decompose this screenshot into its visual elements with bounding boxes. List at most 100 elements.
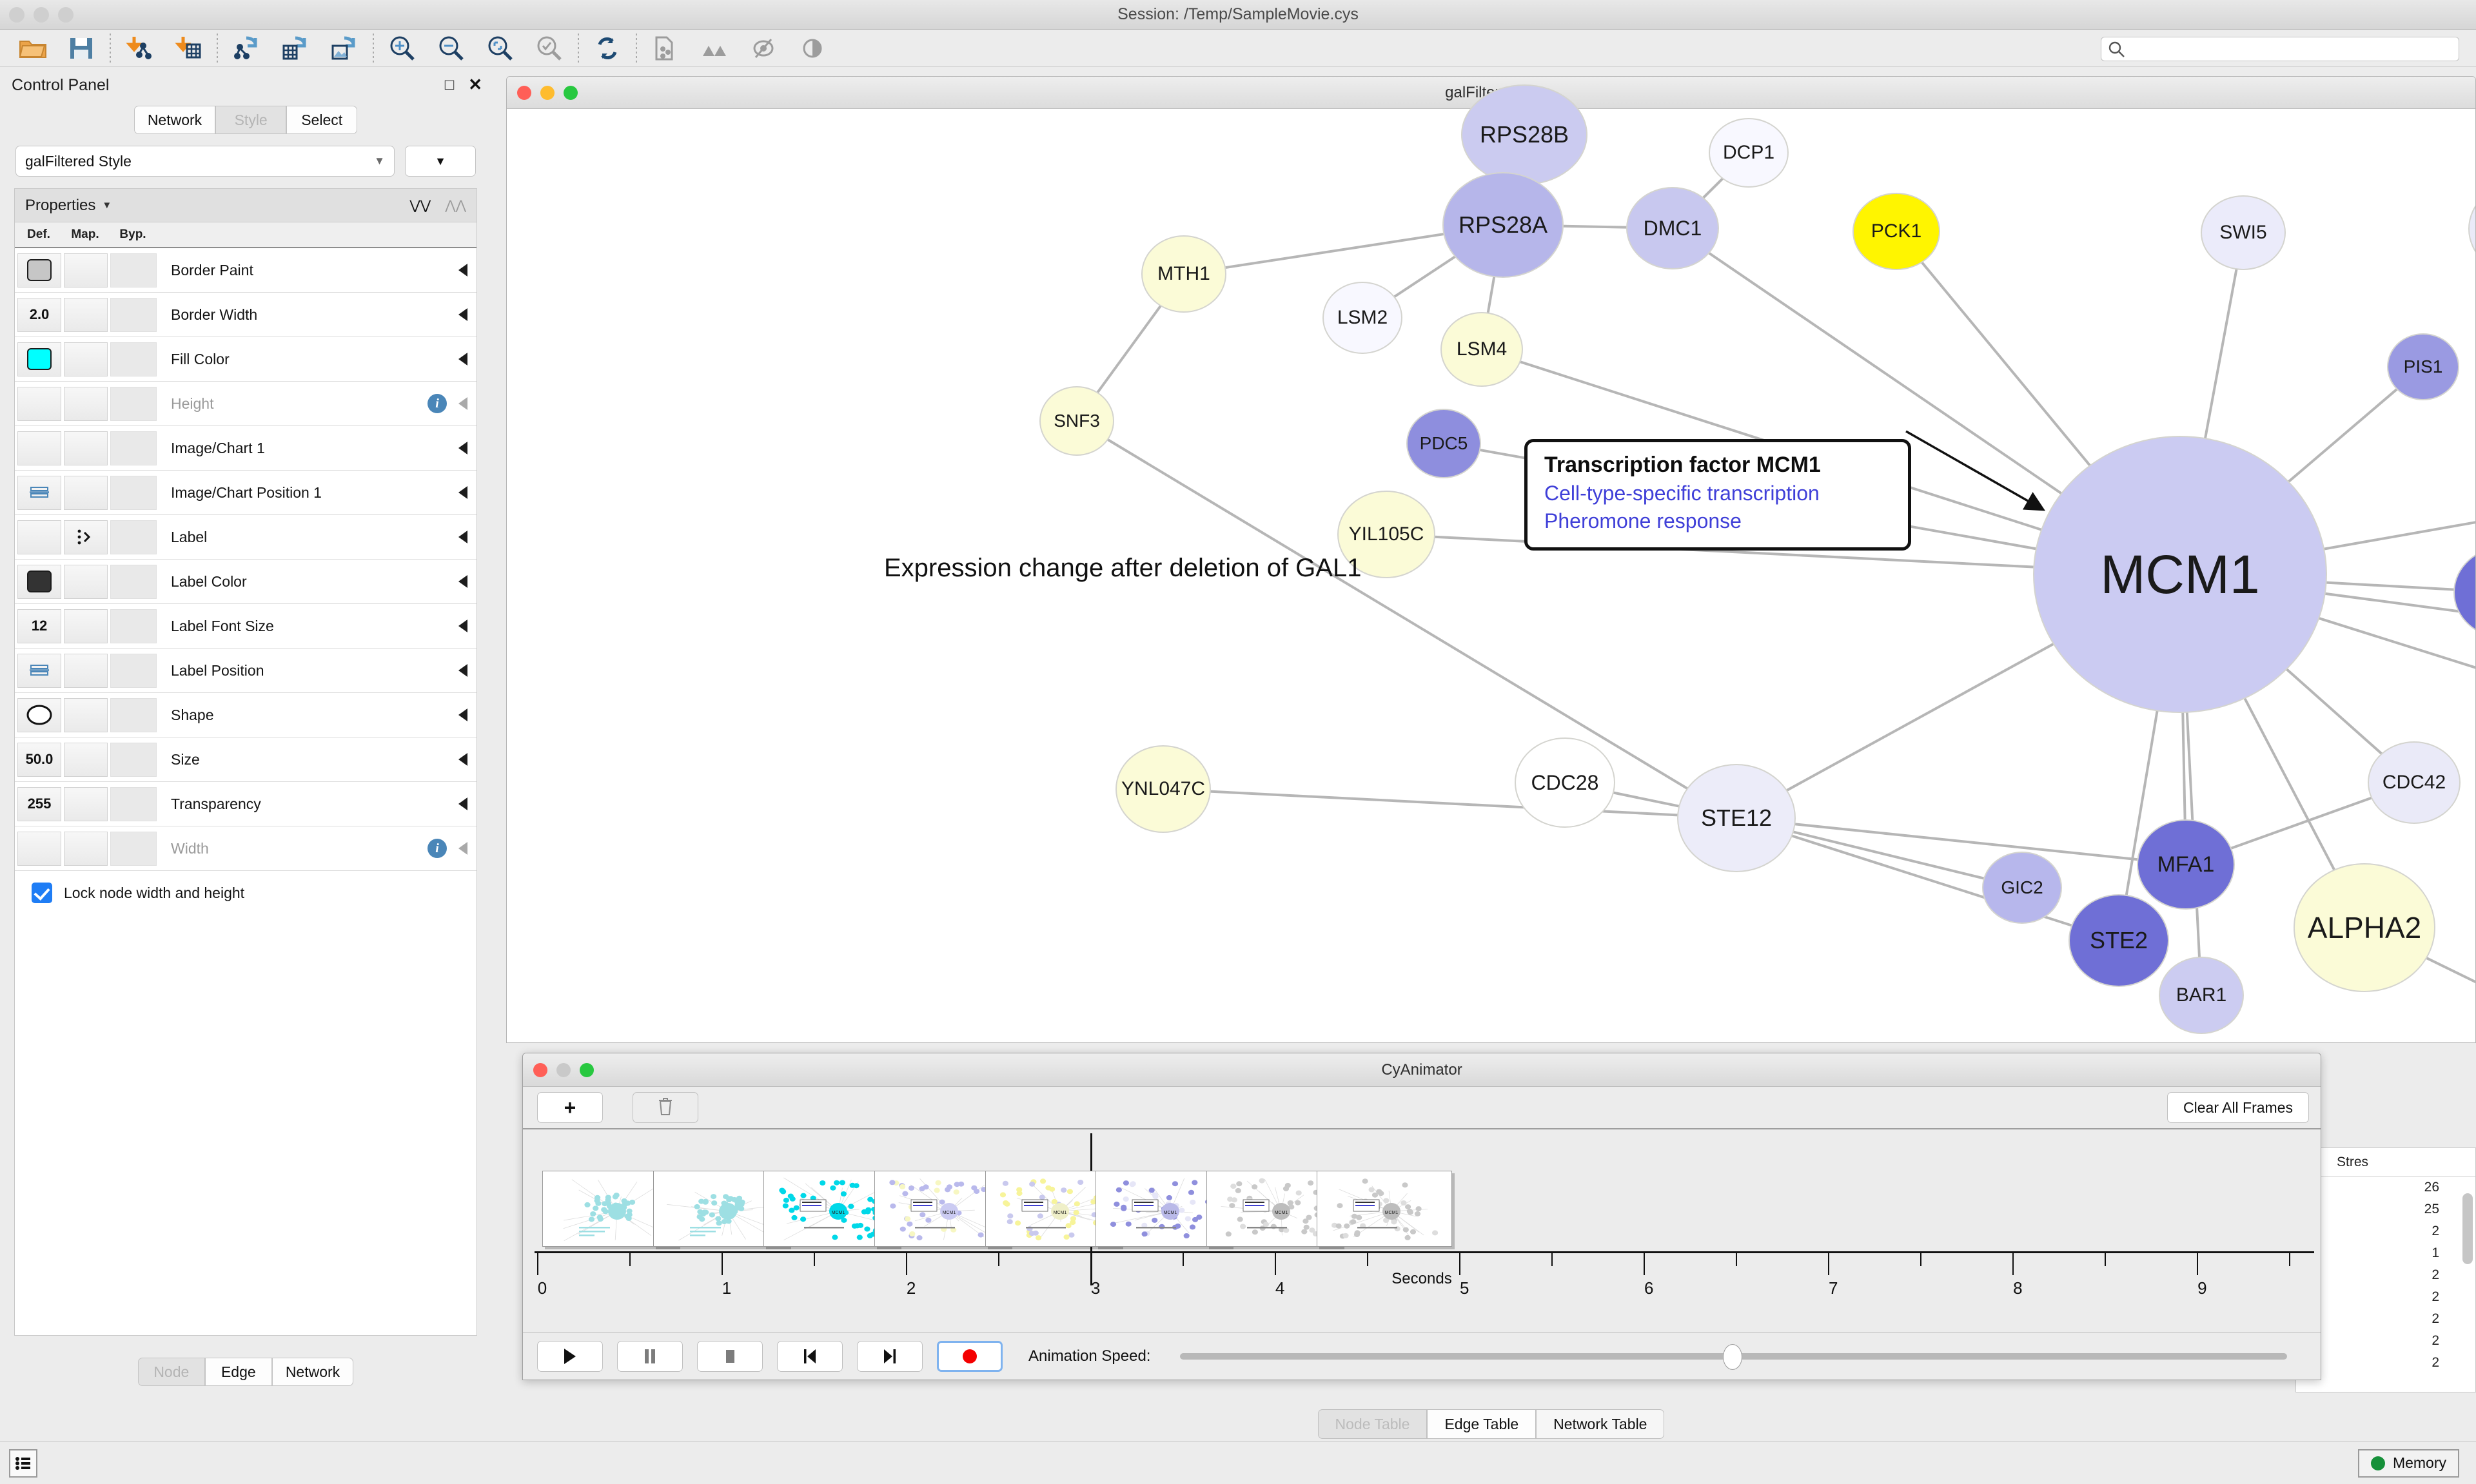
- property-default-cell[interactable]: [17, 564, 61, 599]
- cyanimator-timeline[interactable]: Seconds 0 1 2 3 4 5 6 7 8 9 MCM1 MCM1 MCM1 MCM1 MCM1 MC…: [523, 1129, 2321, 1303]
- cyanimator-close-dot[interactable]: [533, 1062, 547, 1077]
- import-network-icon[interactable]: [115, 30, 164, 66]
- property-default-cell[interactable]: 12: [17, 609, 61, 643]
- network-node[interactable]: MTH1: [1141, 235, 1226, 313]
- network-node[interactable]: RPS28A: [1442, 172, 1564, 278]
- expand-property-arrow[interactable]: [458, 353, 467, 366]
- expand-property-arrow[interactable]: [458, 620, 467, 632]
- tab-style[interactable]: Style: [215, 106, 287, 134]
- property-row[interactable]: 2.0 Border Width: [15, 293, 477, 337]
- network-minimize-dot[interactable]: [540, 85, 555, 100]
- color-swatch[interactable]: [27, 348, 52, 370]
- tab-network-table[interactable]: Network Table: [1536, 1409, 1665, 1439]
- show-all-icon[interactable]: [739, 30, 788, 66]
- export-table-icon[interactable]: [271, 30, 320, 66]
- network-node[interactable]: GIC2: [1982, 852, 2062, 924]
- expand-property-arrow[interactable]: [458, 442, 467, 454]
- network-node[interactable]: CDC28: [1515, 737, 1615, 828]
- property-mapping-cell[interactable]: [64, 431, 108, 465]
- info-icon[interactable]: i: [427, 839, 447, 858]
- property-mapping-cell[interactable]: [64, 297, 108, 332]
- last-frame-button[interactable]: [857, 1340, 923, 1372]
- network-edge[interactable]: [1736, 817, 2119, 942]
- property-default-cell[interactable]: [17, 342, 61, 376]
- property-mapping-cell[interactable]: [64, 831, 108, 866]
- animation-speed-slider[interactable]: [1180, 1343, 2287, 1370]
- property-row[interactable]: Width i: [15, 826, 477, 871]
- network-node[interactable]: PDC5: [1406, 409, 1481, 478]
- table-row[interactable]: 1: [2432, 1245, 2439, 1260]
- expand-property-arrow[interactable]: [458, 797, 467, 810]
- network-node[interactable]: LSM2: [1322, 282, 1402, 354]
- cyanimator-maximize-dot[interactable]: [580, 1062, 594, 1077]
- add-frame-button[interactable]: +: [537, 1092, 603, 1123]
- clear-all-frames-button[interactable]: Clear All Frames: [2167, 1092, 2309, 1123]
- property-mapping-cell[interactable]: [64, 564, 108, 599]
- property-bypass-cell[interactable]: [110, 475, 157, 510]
- network-node[interactable]: CDC42: [2368, 741, 2461, 824]
- network-edge[interactable]: [1736, 817, 2186, 866]
- color-swatch[interactable]: [27, 571, 52, 592]
- expand-property-arrow[interactable]: [458, 753, 467, 766]
- expand-property-arrow[interactable]: [458, 308, 467, 321]
- pause-button[interactable]: [617, 1340, 683, 1372]
- network-canvas[interactable]: Expression change after deletion of GAL1…: [507, 84, 2475, 1042]
- property-mapping-cell[interactable]: [64, 742, 108, 777]
- property-bypass-cell[interactable]: [110, 742, 157, 777]
- hide-selected-icon[interactable]: [690, 30, 739, 66]
- property-bypass-cell[interactable]: [110, 831, 157, 866]
- network-close-dot[interactable]: [517, 85, 531, 100]
- color-swatch[interactable]: [27, 259, 52, 281]
- table-row[interactable]: 2: [2432, 1267, 2439, 1282]
- network-node[interactable]: SNF3: [1039, 386, 1114, 456]
- zoom-in-icon[interactable]: [378, 30, 427, 66]
- property-row[interactable]: Label Position: [15, 649, 477, 693]
- property-row[interactable]: Fill Color: [15, 337, 477, 382]
- expand-property-arrow[interactable]: [458, 264, 467, 277]
- expand-property-arrow[interactable]: [458, 486, 467, 499]
- property-bypass-cell[interactable]: [110, 253, 157, 288]
- zoom-fit-icon[interactable]: [525, 30, 574, 66]
- network-edge[interactable]: [1076, 420, 1738, 819]
- tab-select[interactable]: Select: [286, 106, 358, 134]
- network-node[interactable]: DCP1: [1709, 118, 1789, 188]
- tab-edge-table[interactable]: Edge Table: [1427, 1409, 1537, 1439]
- expand-all-icon[interactable]: ⋁⋁: [409, 199, 431, 213]
- property-default-cell[interactable]: 255: [17, 786, 61, 821]
- network-edge[interactable]: [1163, 788, 1737, 819]
- expand-property-arrow[interactable]: [458, 708, 467, 721]
- property-mapping-cell[interactable]: [64, 698, 108, 732]
- tab-node-table[interactable]: Node Table: [1317, 1409, 1428, 1439]
- tab-node[interactable]: Node: [137, 1358, 205, 1386]
- property-row[interactable]: Border Paint: [15, 248, 477, 293]
- list-icon[interactable]: [9, 1449, 37, 1478]
- property-default-cell[interactable]: [17, 253, 61, 288]
- network-node[interactable]: STE2: [2068, 894, 2169, 987]
- property-default-cell[interactable]: 50.0: [17, 742, 61, 777]
- lock-size-checkbox[interactable]: [32, 883, 52, 903]
- property-bypass-cell[interactable]: [110, 698, 157, 732]
- expand-property-arrow[interactable]: [458, 575, 467, 588]
- cyanimator-minimize-dot[interactable]: [556, 1062, 571, 1077]
- network-maximize-dot[interactable]: [564, 85, 578, 100]
- save-icon[interactable]: [57, 30, 106, 66]
- network-node[interactable]: ALPHA2: [2294, 863, 2435, 992]
- property-row[interactable]: Shape: [15, 693, 477, 737]
- open-folder-icon[interactable]: [8, 30, 57, 66]
- property-default-cell[interactable]: [17, 475, 61, 510]
- property-mapping-cell[interactable]: [64, 475, 108, 510]
- collapse-all-icon[interactable]: ⋀⋀: [445, 199, 466, 213]
- minimize-window-dot[interactable]: [34, 7, 49, 23]
- close-window-dot[interactable]: [9, 7, 25, 23]
- property-mapping-cell[interactable]: [64, 342, 108, 376]
- property-default-cell[interactable]: 2.0: [17, 297, 61, 332]
- table-row[interactable]: 2: [2432, 1311, 2439, 1326]
- maximize-window-dot[interactable]: [58, 7, 74, 23]
- network-node[interactable]: DMC1: [1626, 187, 1719, 269]
- property-mapping-cell[interactable]: [64, 786, 108, 821]
- property-bypass-cell[interactable]: [110, 342, 157, 376]
- property-mapping-cell[interactable]: [64, 253, 108, 288]
- memory-status-button[interactable]: Memory: [2357, 1449, 2459, 1478]
- property-default-cell[interactable]: [17, 698, 61, 732]
- network-node[interactable]: RPS28B: [1461, 84, 1587, 185]
